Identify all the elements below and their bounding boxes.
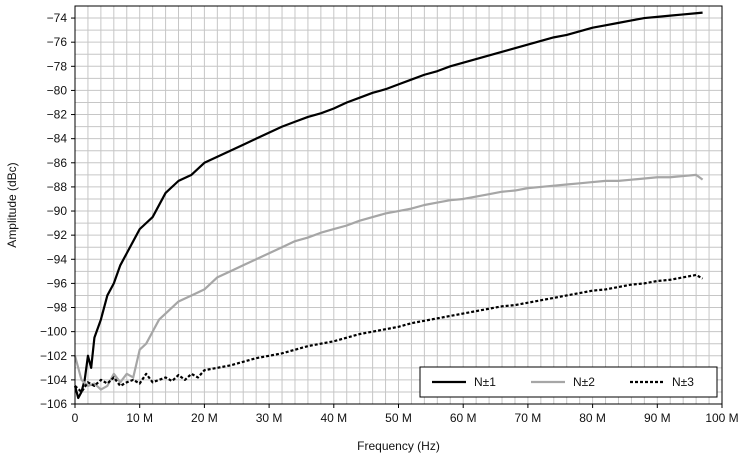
x-tick-label: 70 M bbox=[515, 411, 542, 425]
x-axis-title: Frequency (Hz) bbox=[357, 439, 440, 453]
y-tick-label: −94 bbox=[47, 252, 68, 266]
x-axis-ticks: 0 10 M 20 M 30 M 40 M 50 M 60 M 70 M 80 M 90 M 100… bbox=[72, 404, 739, 425]
y-axis-title: Amplitude (dBc) bbox=[5, 162, 19, 247]
legend: N±1 N±2 N±3 bbox=[419, 366, 718, 398]
legend-label-1: N±1 bbox=[474, 375, 496, 389]
y-tick-label: −98 bbox=[47, 301, 68, 315]
x-tick-label: 60 M bbox=[450, 411, 477, 425]
x-tick-label: 0 bbox=[72, 411, 79, 425]
grid bbox=[74, 5, 723, 405]
x-tick-label: 50 M bbox=[385, 411, 412, 425]
y-axis-ticks: −106 −104 −102 −100 −98 −96 −94 −92 −90 −88 −86 −84… bbox=[40, 11, 75, 411]
legend-box bbox=[419, 366, 718, 398]
y-tick-label: −74 bbox=[47, 11, 68, 25]
x-tick-label: 10 M bbox=[126, 411, 153, 425]
x-tick-label: 80 M bbox=[579, 411, 606, 425]
series-line-2 bbox=[73, 173, 704, 391]
x-tick-label: 100 M bbox=[705, 411, 738, 425]
y-tick-label: −92 bbox=[47, 228, 68, 242]
legend-label-2: N±2 bbox=[573, 375, 595, 389]
x-tick-label: 20 M bbox=[191, 411, 218, 425]
x-tick-label: 40 M bbox=[320, 411, 347, 425]
legend-label-3: N±3 bbox=[672, 375, 694, 389]
y-tick-label: −82 bbox=[47, 108, 68, 122]
y-tick-label: −102 bbox=[40, 349, 67, 363]
y-tick-label: −78 bbox=[47, 59, 68, 73]
y-tick-label: −80 bbox=[47, 83, 68, 97]
y-tick-label: −88 bbox=[47, 180, 68, 194]
y-tick-label: −106 bbox=[40, 397, 67, 411]
y-tick-label: −96 bbox=[47, 276, 68, 290]
series-line-3 bbox=[74, 273, 704, 394]
y-tick-label: −104 bbox=[40, 373, 67, 387]
x-tick-label: 90 M bbox=[644, 411, 671, 425]
y-tick-label: −84 bbox=[47, 132, 68, 146]
y-tick-label: −100 bbox=[40, 325, 67, 339]
series-lines bbox=[73, 11, 704, 400]
series-line-1 bbox=[73, 11, 703, 400]
y-tick-label: −86 bbox=[47, 156, 68, 170]
x-tick-label: 30 M bbox=[256, 411, 283, 425]
y-tick-label: −90 bbox=[47, 204, 68, 218]
y-tick-label: −76 bbox=[47, 35, 68, 49]
